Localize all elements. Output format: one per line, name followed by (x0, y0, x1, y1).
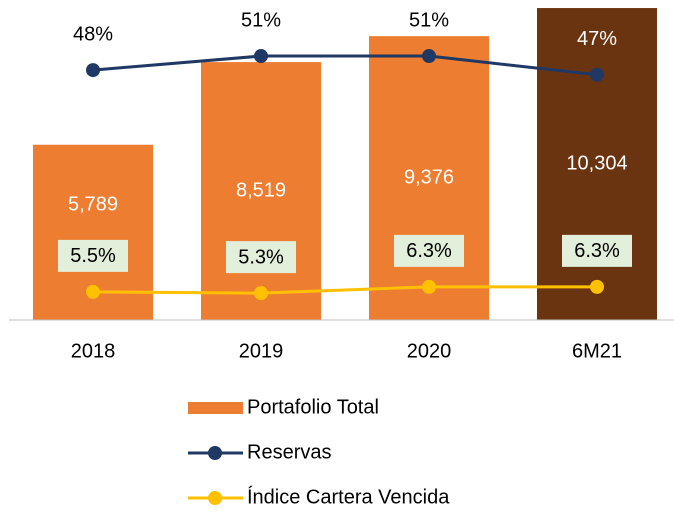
legend-label: Reservas (247, 441, 331, 463)
marker (86, 284, 100, 299)
bar-value-label: 8,519 (236, 179, 286, 201)
bar (537, 8, 657, 321)
marker (254, 49, 268, 64)
label-box (226, 241, 296, 274)
x-tick-label: 2018 (71, 340, 116, 362)
bar-value-label: 10,304 (566, 152, 627, 174)
marker (422, 279, 436, 294)
line-value-label: 5.5% (70, 245, 116, 267)
x-tick-label: 6M21 (572, 340, 622, 362)
legend-label: Índice Cartera Vencida (247, 485, 450, 508)
bar-value-label: 9,376 (404, 166, 454, 188)
line-value-label: 51% (241, 9, 281, 31)
legend-marker (208, 446, 222, 460)
marker (86, 63, 100, 78)
line-value-label: 48% (73, 23, 113, 45)
line-value-label: 47% (577, 28, 617, 50)
line-value-label: 51% (409, 9, 449, 31)
line-value-label: 5.3% (238, 246, 284, 268)
marker (590, 67, 604, 82)
legend-label: Portafolio Total (247, 396, 379, 418)
label-box (58, 239, 128, 272)
marker (590, 279, 604, 294)
label-box (394, 234, 464, 267)
bar (201, 62, 321, 321)
line-value-label: 6.3% (406, 240, 452, 262)
bar (369, 36, 489, 321)
bar-value-label: 5,789 (68, 193, 118, 215)
legend-swatch (188, 402, 243, 414)
marker (422, 49, 436, 64)
x-tick-label: 2019 (239, 340, 284, 362)
label-box (562, 234, 632, 267)
marker (254, 286, 268, 301)
legend-marker (208, 491, 222, 505)
line (92, 285, 597, 295)
x-tick-label: 2020 (407, 340, 452, 362)
line-value-label: 6.3% (574, 240, 620, 262)
line (92, 54, 598, 77)
